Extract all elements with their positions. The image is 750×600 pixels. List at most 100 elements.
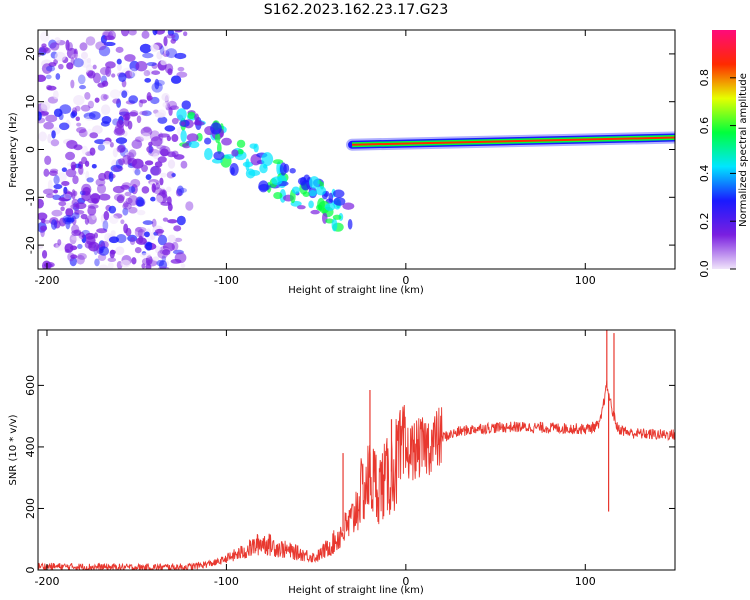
noise-blob: [45, 74, 52, 80]
noise-blob: [109, 249, 116, 255]
noise-blob: [45, 114, 58, 123]
drift-blob: [332, 189, 345, 198]
noise-blob: [65, 151, 76, 161]
noise-blob: [152, 256, 160, 262]
noise-blob: [45, 193, 54, 199]
noise-blob: [81, 145, 88, 155]
noise-blob: [58, 201, 67, 207]
noise-blob: [129, 68, 137, 78]
noise-blob: [65, 39, 70, 51]
noise-blob: [58, 112, 64, 121]
noise-blob: [58, 197, 70, 202]
noise-blob: [87, 70, 96, 79]
noise-blob: [176, 215, 186, 226]
noise-blob: [146, 62, 157, 67]
spectrogram-y-axis-title: Frequency (Hz): [8, 112, 19, 188]
noise-blob: [53, 183, 63, 190]
snr-plot-area: [38, 330, 675, 570]
noise-blob: [61, 167, 67, 173]
noise-blob: [86, 57, 92, 64]
noise-blob: [110, 164, 123, 173]
noise-blob: [38, 46, 49, 53]
noise-blob: [142, 220, 154, 225]
noise-blob: [97, 144, 105, 151]
noise-blob: [174, 237, 183, 243]
noise-blob: [143, 126, 152, 133]
noise-blob: [100, 93, 108, 102]
noise-blob: [109, 215, 119, 225]
noise-blob: [159, 45, 165, 55]
x-tick-label: -200: [34, 274, 59, 287]
drift-blob: [308, 200, 314, 209]
noise-blob: [49, 168, 59, 174]
noise-blob: [141, 258, 151, 266]
noise-blob: [41, 63, 53, 74]
y-tick-label: 200: [24, 498, 37, 519]
noise-blob: [128, 149, 137, 158]
y-tick-label: 0: [24, 567, 37, 574]
noise-blob: [158, 266, 170, 269]
noise-blob: [70, 161, 77, 170]
noise-blob: [108, 171, 114, 183]
noise-blob: [174, 52, 187, 60]
noise-blob: [180, 160, 188, 169]
noise-blob: [128, 186, 136, 194]
drift-blob: [308, 176, 320, 189]
noise-blob: [74, 207, 80, 216]
noise-blob: [71, 235, 83, 241]
noise-blob: [66, 62, 74, 70]
y-tick-label: 600: [24, 375, 37, 396]
noise-blob: [63, 189, 71, 199]
noise-blob: [124, 54, 136, 62]
drift-blob: [328, 192, 334, 203]
noise-blob: [71, 189, 76, 200]
noise-blob: [71, 224, 80, 234]
noise-blob: [41, 43, 47, 48]
noise-blob: [165, 186, 172, 193]
noise-blob: [148, 144, 153, 155]
noise-blob: [144, 231, 150, 238]
drift-blob: [271, 176, 283, 185]
noise-blob: [171, 134, 179, 142]
noise-blob: [139, 43, 152, 54]
noise-blob: [89, 147, 96, 156]
noise-blob: [58, 63, 64, 70]
drift-blob: [332, 214, 342, 220]
drift-blob: [231, 149, 239, 157]
noise-blob: [154, 161, 163, 168]
colorbar-ramp: [712, 30, 736, 269]
noise-blob: [124, 70, 133, 79]
drift-blob: [176, 108, 187, 121]
noise-blob: [47, 133, 52, 144]
noise-blob: [94, 258, 100, 267]
noise-blob: [142, 52, 154, 59]
noise-blob: [108, 205, 117, 214]
noise-blob: [71, 53, 81, 62]
noise-blob: [57, 239, 62, 246]
noise-blob: [77, 243, 83, 250]
noise-blob: [66, 139, 78, 149]
noise-blob: [154, 78, 160, 90]
noise-blob: [65, 168, 77, 178]
noise-blob: [55, 172, 67, 183]
noise-blob: [60, 206, 65, 212]
noise-blob: [160, 59, 167, 66]
noise-blob: [50, 139, 60, 147]
drift-blob: [253, 143, 259, 153]
noise-blob: [165, 48, 178, 59]
drift-blob: [221, 137, 232, 146]
noise-blob: [115, 46, 124, 53]
noise-blob: [75, 116, 80, 122]
drift-blob: [187, 111, 196, 120]
noise-blob: [38, 131, 48, 142]
noise-blob: [53, 189, 59, 194]
drift-blob: [258, 183, 270, 191]
noise-blob: [139, 99, 148, 104]
noise-blob: [136, 115, 142, 124]
noise-blob: [112, 98, 121, 104]
noise-blob: [116, 195, 125, 204]
noise-blob: [87, 213, 97, 225]
noise-blob: [108, 236, 120, 244]
noise-blob: [177, 66, 185, 72]
